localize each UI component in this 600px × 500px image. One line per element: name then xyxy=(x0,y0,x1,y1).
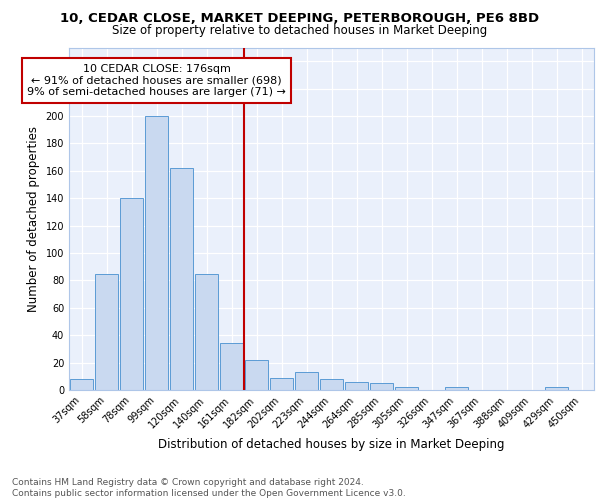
Bar xyxy=(170,168,193,390)
Bar xyxy=(145,116,168,390)
Text: Contains HM Land Registry data © Crown copyright and database right 2024.
Contai: Contains HM Land Registry data © Crown c… xyxy=(12,478,406,498)
Text: Size of property relative to detached houses in Market Deeping: Size of property relative to detached ho… xyxy=(112,24,488,37)
Bar xyxy=(320,379,343,390)
Bar xyxy=(220,344,243,390)
Bar xyxy=(345,382,368,390)
Bar xyxy=(395,388,418,390)
Bar xyxy=(270,378,293,390)
Bar xyxy=(95,274,118,390)
Bar xyxy=(445,388,468,390)
Bar xyxy=(195,274,218,390)
Y-axis label: Number of detached properties: Number of detached properties xyxy=(27,126,40,312)
Bar xyxy=(370,383,393,390)
Bar xyxy=(70,379,93,390)
X-axis label: Distribution of detached houses by size in Market Deeping: Distribution of detached houses by size … xyxy=(158,438,505,451)
Text: 10 CEDAR CLOSE: 176sqm
← 91% of detached houses are smaller (698)
9% of semi-det: 10 CEDAR CLOSE: 176sqm ← 91% of detached… xyxy=(27,64,286,97)
Bar xyxy=(120,198,143,390)
Text: 10, CEDAR CLOSE, MARKET DEEPING, PETERBOROUGH, PE6 8BD: 10, CEDAR CLOSE, MARKET DEEPING, PETERBO… xyxy=(61,12,539,26)
Bar xyxy=(545,388,568,390)
Bar xyxy=(245,360,268,390)
Bar xyxy=(295,372,318,390)
